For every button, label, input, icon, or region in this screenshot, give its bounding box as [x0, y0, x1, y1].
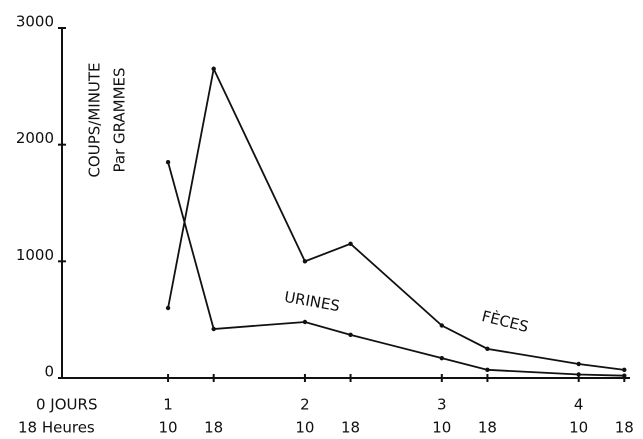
data-point: [622, 367, 627, 373]
data-point: [165, 159, 171, 165]
data-point: [485, 346, 490, 352]
day-tick-label: 2: [300, 396, 310, 414]
series-line: [167, 161, 625, 377]
x-tick-label: 18: [204, 419, 223, 437]
x-tick-label: 10: [569, 419, 588, 437]
data-point: [348, 332, 353, 338]
series-label: FÈCES: [480, 306, 531, 336]
x-tick-label: 10: [432, 419, 451, 437]
data-point: [211, 326, 216, 332]
data-point: [576, 361, 581, 367]
x-tick-label: 18: [615, 419, 634, 437]
x-tick-label: 18: [478, 419, 497, 437]
day-tick-label: 1: [163, 396, 173, 414]
y-axis-label: Par GRAMMES: [111, 67, 129, 172]
x-tick-label: 10: [159, 419, 178, 437]
y-tick-label: 1000: [16, 246, 54, 264]
data-point: [576, 372, 581, 377]
day-tick-label: 3: [437, 396, 447, 414]
data-point: [439, 323, 445, 328]
data-point: [165, 305, 171, 311]
x-tick-label: 10: [295, 419, 314, 437]
series-label: URINES: [283, 288, 341, 315]
day-axis-label: 0 JOURS: [36, 396, 97, 414]
y-tick-label: 3000: [16, 13, 54, 31]
hour-axis-label: 18 Heures: [18, 419, 95, 437]
series-line: [167, 65, 625, 371]
data-point: [302, 259, 308, 264]
day-tick-label: 4: [574, 396, 584, 414]
data-point: [439, 355, 445, 361]
data-point: [348, 241, 353, 247]
x-tick-label: 18: [341, 419, 360, 437]
y-tick-label: 2000: [16, 129, 54, 147]
y-axis-label: COUPS/MINUTE: [86, 62, 104, 177]
data-point: [622, 373, 627, 378]
data-point: [211, 66, 216, 72]
data-point: [485, 367, 490, 373]
y-tick-label: 0: [44, 363, 54, 381]
data-point: [302, 319, 308, 325]
